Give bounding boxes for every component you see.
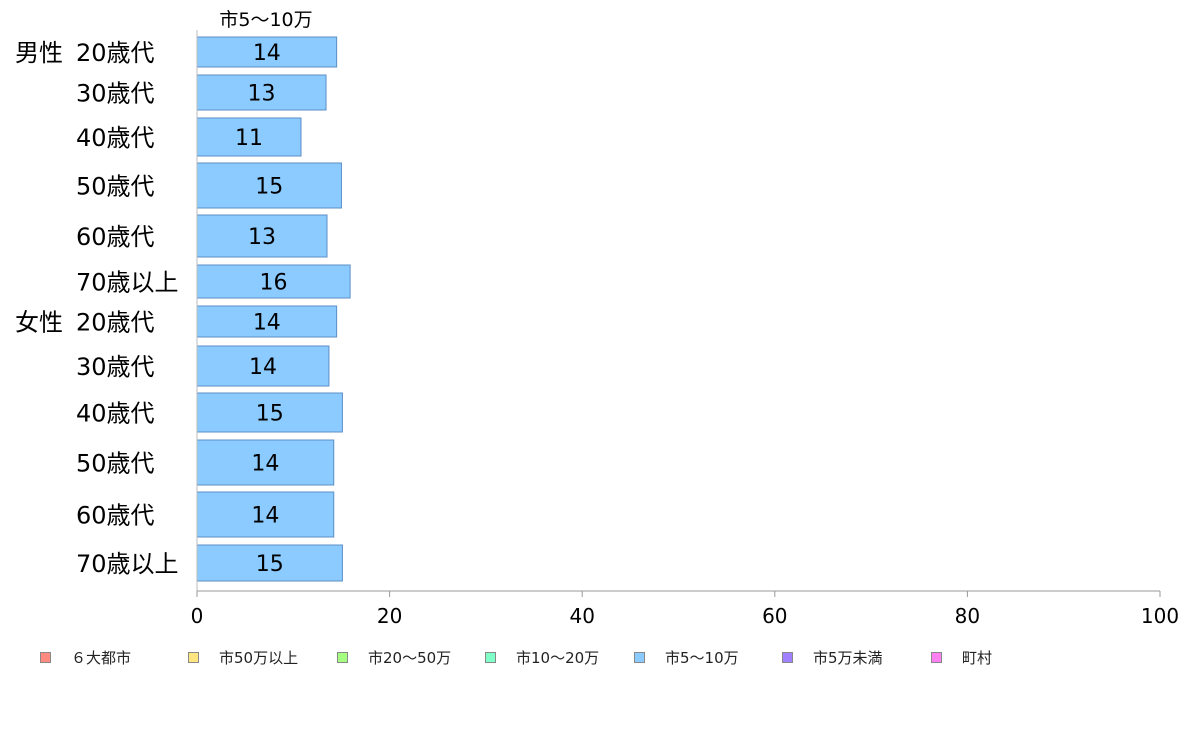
category-label-11: 60歳代 (76, 502, 155, 530)
legend-item-3: 市20〜50万 (337, 646, 451, 668)
data-label-1: 14 (253, 41, 281, 66)
x-tick-label-3: 40 (569, 604, 594, 628)
bar-3 (196, 117, 302, 157)
category-label-8: 30歳代 (76, 353, 155, 381)
bar-10 (196, 439, 335, 486)
legend-swatch (931, 651, 942, 663)
data-label-10: 14 (251, 452, 279, 477)
x-axis: 0 20 40 60 80 100 (191, 30, 1179, 628)
legend-swatch (634, 651, 645, 663)
bar-7 (196, 305, 338, 338)
category-labels: 20歳代 30歳代 40歳代 50歳代 60歳代 70歳以上 20歳代 30歳代 40歳代 50歳… (15, 39, 179, 578)
legend-item-7: 町村 (931, 646, 992, 668)
legend-swatch (485, 651, 496, 663)
data-label-5: 13 (248, 225, 276, 250)
category-label-5: 60歳代 (76, 223, 155, 251)
x-tick-label-6: 100 (1141, 604, 1179, 628)
data-label-6: 16 (260, 271, 288, 296)
bar-4 (196, 162, 342, 209)
category-label-12: 70歳以上 (76, 550, 179, 578)
category-label-9: 40歳代 (76, 400, 155, 428)
x-tick-label-4: 60 (762, 604, 787, 628)
data-label-4: 15 (255, 175, 283, 200)
category-label-6: 70歳以上 (76, 269, 179, 297)
series-label: 市5〜10万 (219, 9, 312, 31)
bar-2 (196, 74, 327, 111)
category-label-10: 50歳代 (76, 450, 155, 478)
bar-11 (196, 491, 335, 538)
legend-swatch (188, 651, 199, 663)
bar-12 (196, 544, 343, 582)
category-label-3: 40歳代 (76, 124, 155, 152)
legend-item-2: 市50万以上 (188, 646, 298, 668)
legend-swatch (782, 651, 793, 663)
category-label-2: 30歳代 (76, 80, 155, 108)
legend-label: 市20〜50万 (368, 648, 452, 667)
legend-label: ６大都市 (71, 648, 132, 667)
legend-swatch (337, 651, 348, 663)
data-label-3: 11 (235, 126, 263, 151)
data-label-8: 14 (249, 355, 277, 380)
group-label-2: 女性 (15, 309, 63, 337)
data-label-9: 15 (256, 402, 284, 427)
x-tick-label-2: 20 (377, 604, 402, 628)
group-label-1: 男性 (15, 39, 63, 67)
category-label-7: 20歳代 (76, 309, 155, 337)
legend-label: 市10〜20万 (516, 648, 600, 667)
data-label-7: 14 (253, 311, 281, 336)
legend-label: 市50万以上 (219, 648, 299, 667)
legend-label: 市5万未満 (813, 648, 883, 667)
data-label-12: 15 (256, 552, 284, 577)
category-label-4: 50歳代 (76, 173, 155, 201)
legend-swatch (40, 651, 51, 663)
legend-item-6: 市5万未満 (782, 646, 883, 668)
bar-chart: 市5〜10万 14 13 11 15 13 16 14 14 15 14 14 15 20歳代 30歳代… (15, 9, 1179, 628)
legend-item-4: 市10〜20万 (485, 646, 599, 668)
bar-1 (196, 36, 338, 68)
bars-group: 14 13 11 15 13 16 14 14 15 14 14 15 (196, 36, 351, 582)
legend-label: 町村 (962, 648, 993, 667)
x-tick-label-1: 0 (191, 604, 204, 628)
bar-5 (196, 214, 328, 258)
legend-item-1: ６大都市 (40, 646, 131, 668)
legend: ６大都市 市50万以上 市20〜50万 市10〜20万 市5〜10万 市5万未満 町村 (40, 646, 1180, 668)
legend-label: 市5〜10万 (665, 648, 739, 667)
category-label-1: 20歳代 (76, 39, 155, 67)
data-label-2: 13 (248, 82, 276, 107)
legend-item-5: 市5〜10万 (634, 646, 739, 668)
data-label-11: 14 (251, 504, 279, 529)
x-tick-label-5: 80 (955, 604, 980, 628)
